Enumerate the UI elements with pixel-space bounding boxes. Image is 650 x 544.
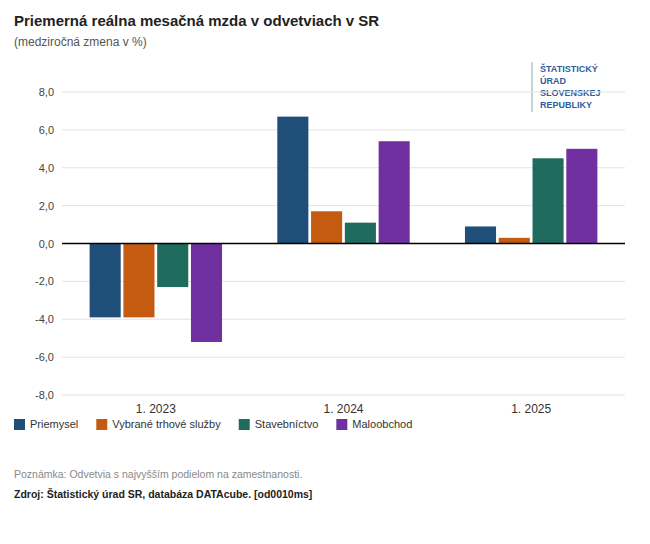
bar [90, 244, 121, 318]
y-tick-label: -4,0 [35, 313, 54, 325]
y-tick-label: 4,0 [39, 162, 54, 174]
y-tick-label: 6,0 [39, 124, 54, 136]
grid-line [62, 319, 625, 320]
logo-text: ÚRAD [540, 75, 566, 86]
y-tick-label: -6,0 [35, 351, 54, 363]
x-tick-label: 1. 2024 [323, 402, 363, 416]
legend-label: Vybrané trhové služby [112, 418, 221, 430]
bar [191, 244, 222, 342]
y-tick-label: -8,0 [35, 389, 54, 401]
grid-line [62, 395, 625, 396]
bars [90, 117, 598, 342]
bar [277, 117, 308, 244]
grid-line [62, 129, 625, 130]
source: Zdroj: Štatistický úrad SR, databáza DAT… [14, 488, 312, 500]
grid-line [62, 243, 625, 244]
legend-label: Stavebníctvo [255, 418, 319, 430]
legend-swatch [239, 419, 250, 430]
logo-text: ŠTATISTICKÝ [540, 63, 598, 74]
bar [157, 244, 188, 288]
legend-swatch [14, 419, 25, 430]
logo-text: SLOVENSKEJ [540, 88, 601, 98]
legend-swatch [336, 419, 347, 430]
logo-text: REPUBLIKY [540, 100, 592, 110]
legend-label: Priemysel [30, 418, 78, 430]
grid [62, 92, 625, 395]
legend-label: Maloobchod [352, 418, 412, 430]
grid-line [62, 357, 625, 358]
x-tick-label: 1. 2023 [136, 402, 176, 416]
y-tick-label: 8,0 [39, 86, 54, 98]
y-tick-label: 0,0 [39, 238, 54, 250]
bar [499, 238, 530, 244]
y-tick-label: -2,0 [35, 275, 54, 287]
logo-divider [532, 62, 533, 112]
grid-line [62, 92, 625, 93]
bar [311, 211, 342, 243]
bar [379, 141, 410, 243]
bar [123, 244, 154, 318]
x-tick-label: 1. 2025 [511, 402, 551, 416]
title: Priemerná reálna mesačná mzda v odvetvia… [14, 12, 379, 29]
legend: Priemysel Vybrané trhové služby Stavebníct… [14, 418, 412, 430]
bar [533, 158, 564, 243]
note: Poznámka: Odvetvia s najvyšším podielom … [14, 468, 302, 480]
y-tick-label: 2,0 [39, 200, 54, 212]
chart: Priemerná reálna mesačná mzda v odvetvia… [0, 0, 650, 544]
bar [566, 149, 597, 244]
bar [465, 226, 496, 243]
zero-line [62, 243, 625, 245]
legend-swatch [96, 419, 107, 430]
bar [345, 223, 376, 244]
subtitle: (medziročná zmena v %) [14, 35, 147, 49]
